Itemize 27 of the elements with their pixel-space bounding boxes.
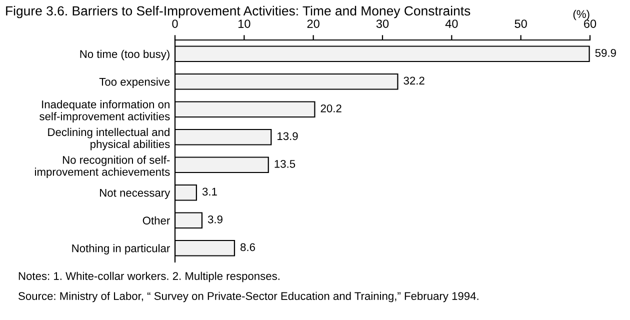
y-tick-label: Nothing in particular <box>72 244 170 254</box>
x-tick-label: 30 <box>376 20 389 28</box>
y-tick-label: Inadequate information on self-improvement activities <box>40 100 170 122</box>
x-tick-label: 20 <box>307 20 320 28</box>
y-tick-label: Other <box>142 216 170 225</box>
source-note: Source: Ministry of Labor, “ Survey on Private-Sector Education and Training,” February 1994. <box>18 292 478 302</box>
data-label: 3.1 <box>202 188 217 196</box>
y-tick-label: Not necessary <box>100 189 170 199</box>
data-label: 32.2 <box>404 76 424 85</box>
x-tick-label: 10 <box>238 20 250 28</box>
x-axis-title: (%) <box>573 10 590 20</box>
data-label: 13.5 <box>274 160 296 168</box>
data-label: 13.9 <box>278 132 298 140</box>
x-tick-label: 40 <box>445 20 458 28</box>
data-label: 20.2 <box>320 104 342 112</box>
data-label: 59.9 <box>595 48 616 57</box>
data-label: 8.6 <box>240 243 255 252</box>
y-tick-label: No time (too busy) <box>80 50 170 60</box>
chart-title: Figure 3.6. Barriers to Self-Improvement Activities: Time and Money Constraints <box>6 6 470 18</box>
y-tick-label: No recognition of self- improvement achievements <box>35 156 170 178</box>
y-tick-label: Declining intellectual and physical abilities <box>48 128 170 150</box>
y-tick-label: Too expensive <box>99 78 170 88</box>
data-label: 3.9 <box>208 215 222 224</box>
x-tick-label: 60 <box>584 20 596 28</box>
x-tick-label: 50 <box>514 20 527 28</box>
x-tick-label: 0 <box>172 20 178 28</box>
text: Notes: 1. White-collar workers. 2. Multiple responses. <box>18 272 280 282</box>
